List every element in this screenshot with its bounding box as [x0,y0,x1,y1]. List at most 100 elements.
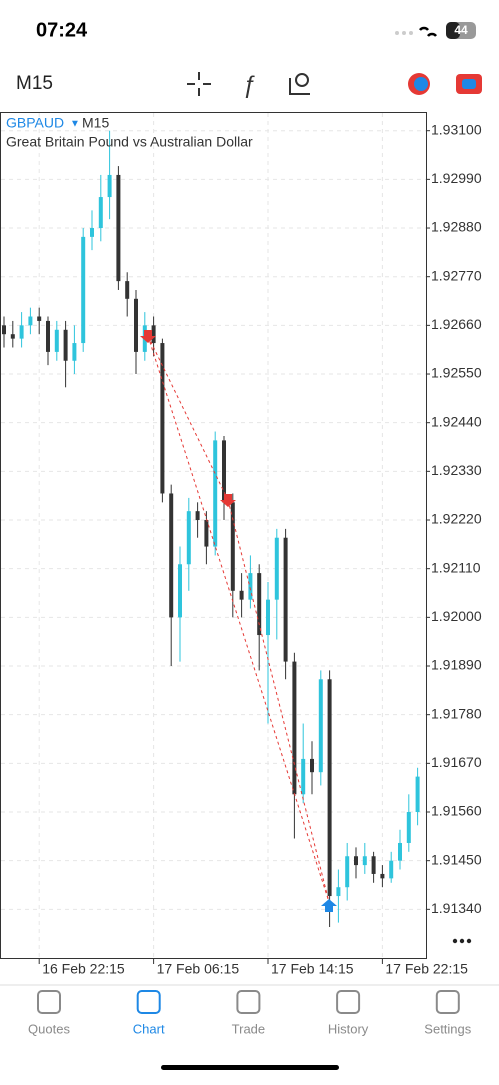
chart-timeframe: M15 [82,115,109,131]
candle-body [310,758,314,773]
candle-body [345,856,350,888]
y-tick-label: 1.92880 [431,219,482,235]
candle-body [213,440,218,547]
symbol-description: Great Britain Pound vs Australian Dollar [6,134,253,150]
trade-lines [147,335,330,903]
clock: 07:24 [36,19,88,41]
x-tick-label: 17 Feb 06:15 [157,961,240,977]
indicators-button[interactable]: ƒ [242,71,255,98]
candle-body [19,325,24,339]
candle-body [72,343,77,361]
nav-label: Chart [133,1021,165,1036]
symbol[interactable]: GBPAUD [6,115,64,131]
candle-body [134,298,138,352]
nav-label: Quotes [28,1021,70,1036]
candle-body [415,776,420,813]
candle-body [239,590,244,600]
candle-body [327,679,332,897]
candle-body [54,329,59,352]
candle-body [354,856,358,866]
status-icons [395,22,476,39]
y-tick-label: 1.91780 [431,705,482,721]
y-tick-label: 1.92220 [431,511,482,527]
candle-body [274,537,279,600]
sell-arrow [140,330,156,343]
candle-body [230,502,235,591]
candle-body [371,856,376,874]
candle-body [266,599,270,636]
candle-body [28,316,33,326]
more-button[interactable] [452,938,472,944]
candle-body [107,174,112,198]
candle-body [248,573,253,600]
nav-tab[interactable]: Trade [232,990,265,1036]
y-tick-label: 1.92990 [431,170,482,186]
bottom-nav: Quotes Chart Trade History Settings [28,990,472,1036]
candle-body [204,520,209,547]
candle-body [178,564,182,618]
account-button[interactable] [456,74,482,94]
candle-body [46,320,50,352]
candle-body [90,228,94,237]
y-tick-label: 1.92440 [431,413,482,429]
candle-body [37,316,42,321]
y-tick-label: 1.92000 [431,608,482,624]
y-tick-label: 1.91450 [431,851,482,867]
y-tick-label: 1.91340 [431,900,482,916]
candle-body [125,281,130,299]
candle-body [98,197,103,229]
nav-icon [236,990,261,1014]
candle-body [336,887,341,897]
nav-tab[interactable]: Quotes [28,990,70,1036]
symbol-dropdown[interactable]: ▼ [70,119,80,130]
nav-tab[interactable]: Settings [424,990,472,1036]
nav-icon [435,990,460,1014]
candle-body [389,860,394,879]
nav-label: History [328,1021,369,1036]
x-tick-label: 17 Feb 14:15 [271,961,354,977]
candle-body [318,679,323,773]
nav-tab[interactable]: Chart [133,990,165,1036]
y-tick-label: 1.92550 [431,365,482,381]
y-tick-label: 1.92660 [431,316,482,332]
candle-body [160,343,165,494]
candle-body [283,537,288,662]
nav-label: Trade [232,1021,265,1036]
candle-body [116,174,121,282]
nav-icon [37,990,61,1014]
nav-icon [136,990,161,1014]
candle-body [10,334,15,339]
candle-body [406,812,411,843]
trade-toggle[interactable] [408,73,430,95]
plot [1,113,426,958]
candle-body [257,573,262,636]
y-tick-label: 1.91670 [431,754,482,770]
candle-body [398,842,402,861]
buy-arrow [321,899,337,912]
candle-body [151,325,156,344]
objects-button[interactable] [289,73,310,95]
home-indicator [161,1065,339,1070]
candle-body [222,440,226,503]
crosshair-button[interactable] [187,72,211,96]
candle-body [81,236,86,344]
candle-body [380,873,385,879]
nav-label: Settings [424,1021,471,1036]
candle-body [195,511,200,521]
candle-body [362,856,367,866]
candle-body [63,329,68,361]
nav-tab[interactable]: History [328,990,369,1036]
candle-body [301,758,306,795]
y-tick-label: 1.92330 [431,462,482,478]
y-tick-label: 1.91890 [431,657,482,673]
plot-frame [0,112,427,959]
x-tick-label: 17 Feb 22:15 [385,961,468,977]
y-tick-label: 1.93100 [431,121,482,137]
battery-level: 44 [454,23,468,37]
x-tick-label: 16 Feb 22:15 [42,961,125,977]
candle-body [186,511,191,565]
timeframe-button[interactable]: M15 [16,73,53,94]
sell-arrow [220,494,236,507]
candle-body [169,493,174,618]
